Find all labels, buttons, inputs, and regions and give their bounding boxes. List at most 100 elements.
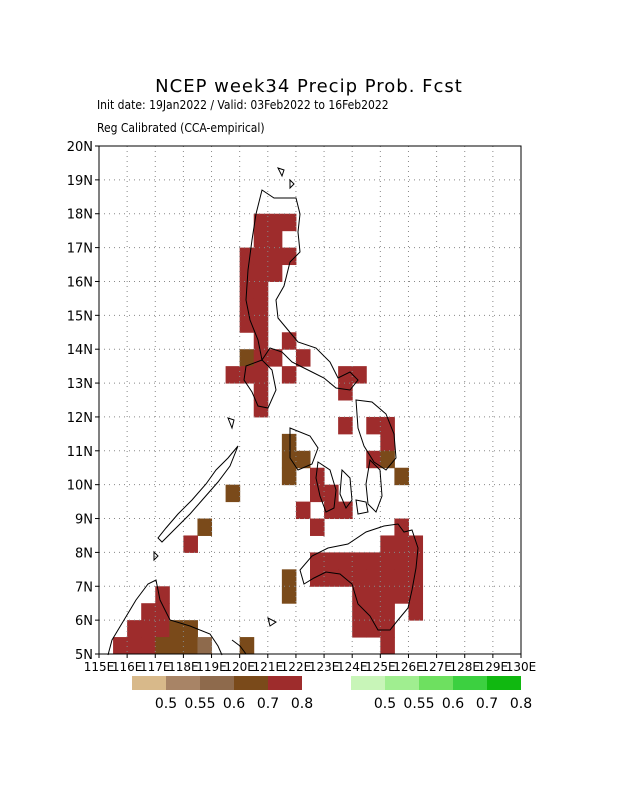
lon-label: 122E [281,660,312,674]
prob-cell [338,501,353,520]
prob-cell [183,535,198,553]
coast-islet-4 [227,417,235,430]
prob-cell [281,450,297,469]
legend-label: 0.6 [442,696,464,712]
prob-cell [394,552,409,570]
prob-cell [169,637,184,655]
lon-label: 119E [196,660,227,674]
prob-cell [267,230,283,249]
prob-cell [394,586,409,604]
prob-cell [155,637,170,655]
prob-cell [366,586,381,604]
coast-negros [315,461,337,513]
lon-label: 115E [84,660,115,674]
lat-label: 16N [67,275,93,290]
prob-cell [239,637,255,655]
legend-label: 0.7 [476,696,498,712]
prob-cell [239,315,255,333]
prob-cell [366,620,381,638]
legend-label: 0.7 [257,696,279,712]
legend-swatch [419,676,453,690]
lon-label: 127E [421,660,452,674]
prob-cell [380,433,395,452]
coast-mindanao [299,523,419,631]
prob-cell [408,603,424,621]
prob-cell [197,518,213,536]
prob-cell [352,586,367,604]
legend-swatch [453,676,487,690]
lat-label: 18N [67,208,93,223]
lat-label: 19N [67,174,93,189]
lon-label: 123E [309,660,340,674]
legend-label: 0.8 [291,696,313,712]
prob-cell [141,620,156,638]
longitude-labels: 115E116E117E118E119E120E121E122E123E124E… [84,654,536,674]
prob-cell [394,569,409,587]
prob-cell [253,213,269,232]
lon-label: 124E [337,660,368,674]
coast-islet-1 [289,178,295,190]
lat-label: 14N [67,343,93,358]
lon-label: 120E [224,660,255,674]
prob-cell [324,552,339,570]
legend-swatch [200,676,234,690]
lat-label: 20N [67,140,93,155]
prob-cell [281,569,297,587]
prob-cell [155,603,170,621]
legend-swatch [351,676,385,690]
prob-cell [310,484,325,503]
prob-cell [324,501,339,520]
prob-cell [408,569,424,587]
prob-cell [253,298,269,316]
prob-cell [267,213,283,232]
prob-cell [366,569,381,587]
lat-label: 12N [67,411,93,426]
coast-cebu [339,468,353,509]
prob-cell [155,586,170,604]
subtitle-method: Reg Calibrated (CCA-empirical) [97,121,265,135]
lat-label: 17N [67,242,93,257]
lat-label: 5N [75,648,93,663]
probability-cells [113,213,424,655]
legend-label: 0.8 [510,696,532,712]
coast-samar [355,399,397,471]
coast-luzon [245,189,359,391]
prob-cell [267,247,283,266]
prob-cell [281,247,297,266]
prob-cell [239,349,255,367]
prob-cell [380,586,395,604]
prob-cell [183,620,198,638]
legend-label: 0.5 [374,696,396,712]
legend-swatch [487,676,521,690]
legend-label: 0.55 [184,696,215,712]
prob-cell [408,552,424,570]
legend-swatch [166,676,200,690]
prob-cell [338,416,353,435]
map-title: NCEP week34 Precip Prob. Fcst [155,76,463,97]
coast-batanes [277,167,285,178]
prob-cell [127,637,142,655]
prob-cell [253,281,269,299]
prob-cell [281,467,297,486]
coast-panay [289,427,319,471]
gridlines [99,146,521,654]
prob-cell [380,620,395,638]
prob-cell [239,264,255,282]
prob-cell [366,603,381,621]
coast-islet-2 [153,550,159,562]
prob-cell [253,383,269,401]
prob-cell [183,637,198,655]
prob-cell [380,603,395,621]
plot-frame [98,145,522,655]
legend-swatch [268,676,302,690]
prob-cell [253,400,269,418]
prob-cell [239,366,255,384]
prob-cell [352,366,367,384]
lon-label: 121E [253,660,284,674]
prob-cell [394,467,409,486]
legend-label: 0.5 [155,696,177,712]
coast-borneo [107,579,223,656]
legend-swatch [132,676,166,690]
prob-cell [380,569,395,587]
